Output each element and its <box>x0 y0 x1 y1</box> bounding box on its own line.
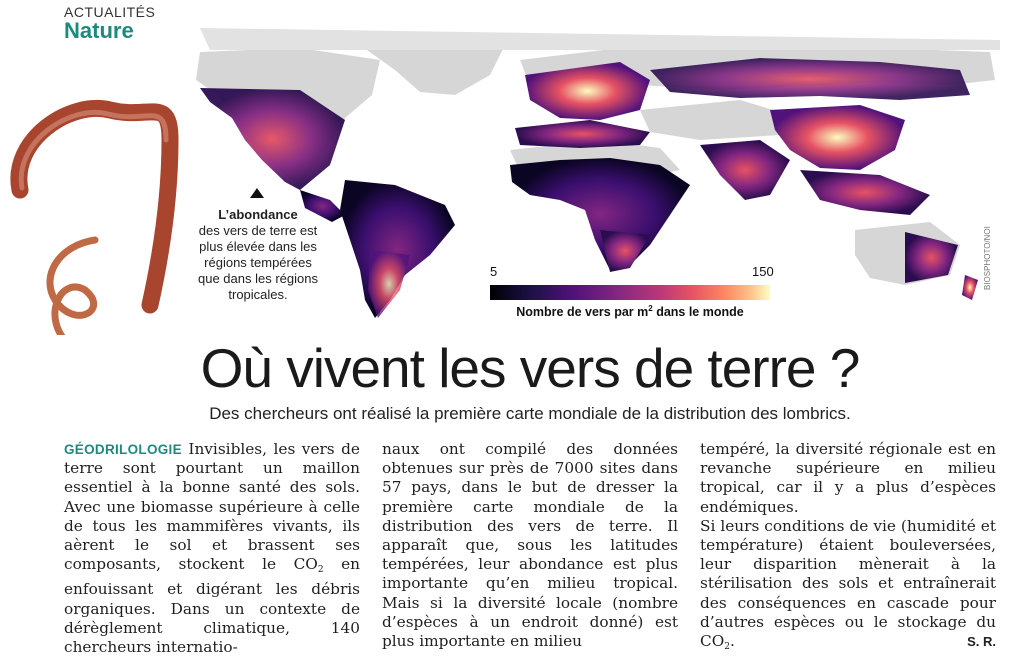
article-column-3: tempéré, la diversité régionale est en r… <box>700 440 996 653</box>
legend-color-scale <box>490 285 770 300</box>
region-east-asia <box>770 105 905 170</box>
region-north-america <box>200 88 345 190</box>
subheadline: Des chercheurs ont réalisé la première c… <box>209 404 851 423</box>
worm-large <box>10 100 179 314</box>
region-southern-africa <box>600 230 650 272</box>
legend-label: Nombre de vers par m2 dans le monde <box>516 304 744 320</box>
caption-arrow-icon <box>250 188 264 198</box>
region-australia-east <box>905 232 958 283</box>
map-caption: L’abondance des vers de terre est plus é… <box>196 207 320 303</box>
map-caption-body: des vers de terre est plus élevée dans l… <box>198 223 318 302</box>
land-antarctic-strip <box>200 28 1000 50</box>
land-greenland <box>360 38 505 95</box>
land-central-asia <box>640 100 800 140</box>
article-column-1: GÉODRILOLOGIE Invisibles, les vers de te… <box>64 440 360 657</box>
headline: Où vivent les vers de terre ? <box>200 337 861 399</box>
section-rubric: Nature <box>64 18 134 43</box>
region-southeast-asia <box>800 170 930 215</box>
article-column-2: naux ont compilé des données obtenues su… <box>382 440 678 651</box>
legend-min-value: 5 <box>490 264 498 279</box>
map-caption-lead: L’abondance <box>218 207 298 222</box>
section-kicker: ACTUALITÉS <box>64 4 156 20</box>
lead-word: GÉODRILOLOGIE <box>64 442 182 457</box>
photo-credit: BIOSPHOTO/NOI <box>983 226 992 290</box>
region-north-africa-coast <box>515 120 650 148</box>
region-south-america-south <box>368 250 410 318</box>
region-europe <box>525 62 650 120</box>
region-siberia <box>650 58 970 100</box>
worm-large-highlight <box>18 110 169 191</box>
author-signature: S. R. <box>967 634 996 650</box>
world-map <box>10 28 1000 335</box>
world-map-figure: BIOSPHOTO/NOI L’abondance des vers de te… <box>10 28 1000 335</box>
region-central-america <box>300 190 345 222</box>
worm-small <box>46 236 99 335</box>
region-new-zealand <box>962 275 978 300</box>
legend-max-value: 150 <box>752 264 774 279</box>
region-south-america <box>340 180 455 318</box>
region-south-asia <box>700 140 790 200</box>
region-africa <box>510 158 690 270</box>
